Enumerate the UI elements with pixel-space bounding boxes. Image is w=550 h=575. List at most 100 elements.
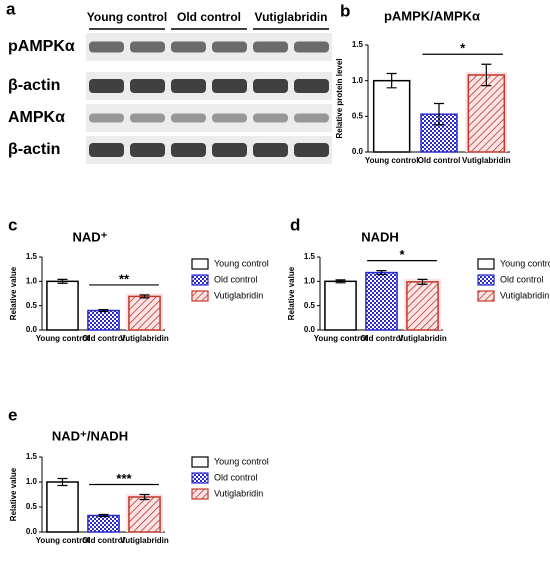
y-tick-label: 0.0 xyxy=(304,325,316,334)
blot-row-label: pAMPKα xyxy=(8,38,75,55)
y-axis-label: Relative value xyxy=(9,467,18,521)
legend-swatch xyxy=(191,274,209,286)
significance-label: *** xyxy=(116,471,132,486)
legend-label: Young control xyxy=(214,258,269,268)
bar xyxy=(324,280,357,331)
y-tick-label: 1.0 xyxy=(26,276,38,285)
panel-letter: c xyxy=(8,215,17,234)
blot-band xyxy=(212,143,247,157)
bar xyxy=(365,271,398,331)
error-bar xyxy=(57,477,68,487)
y-axis-label: Relative value xyxy=(287,266,296,320)
chart-title: NAD⁺ xyxy=(72,229,107,244)
bar xyxy=(128,496,161,533)
x-tick-label: Vutiglabridin xyxy=(120,334,169,343)
legend-swatch xyxy=(191,456,209,468)
y-axis-label: Relative protein level xyxy=(335,58,344,138)
panel-letter: e xyxy=(8,405,17,424)
y-axis-label: Relative value xyxy=(9,266,18,320)
y-tick-label: 0.5 xyxy=(352,111,364,120)
blot-band xyxy=(89,113,124,123)
legend-label: Vutiglabridin xyxy=(500,290,549,300)
y-tick-label: 1.0 xyxy=(304,276,316,285)
bar xyxy=(406,281,439,331)
x-tick-label: Young control xyxy=(36,536,90,545)
y-tick-label: 1.5 xyxy=(26,252,38,261)
legend-label: Old control xyxy=(214,274,258,284)
x-tick-label: Young control xyxy=(36,334,90,343)
legend-label: Vutiglabridin xyxy=(214,290,263,300)
error-bar xyxy=(139,493,150,501)
x-tick-label: Vutiglabridin xyxy=(120,536,169,545)
y-tick-label: 0.5 xyxy=(26,301,38,310)
x-tick-label: Vutiglabridin xyxy=(462,156,511,165)
legend-swatch xyxy=(191,258,209,270)
bar xyxy=(467,74,506,153)
x-tick-label: Old control xyxy=(418,156,461,165)
blot-group-label: Vutiglabridin xyxy=(255,10,328,24)
blot-strip xyxy=(86,33,332,61)
legend-label: Vutiglabridin xyxy=(214,488,263,498)
blot-band xyxy=(212,113,247,123)
error-bar xyxy=(434,102,444,126)
y-tick-label: 1.5 xyxy=(304,252,316,261)
legend-label: Old control xyxy=(214,472,258,482)
error-bar xyxy=(481,63,492,87)
blot-strip xyxy=(86,104,332,132)
bar xyxy=(87,514,120,533)
blot-band xyxy=(171,79,206,93)
blot-band xyxy=(253,113,288,123)
y-tick-label: 0.5 xyxy=(304,301,316,310)
panel-letter: d xyxy=(290,215,300,234)
bar xyxy=(46,481,79,533)
error-bar xyxy=(417,278,428,285)
blot-row-label: β-actin xyxy=(8,141,60,158)
x-tick-label: Young control xyxy=(365,156,419,165)
blot-band xyxy=(171,113,206,123)
error-bar xyxy=(139,294,150,299)
error-bar xyxy=(98,513,109,518)
blot-band xyxy=(89,41,124,53)
blot-row-label: AMPKα xyxy=(8,109,65,126)
x-tick-label: Old control xyxy=(360,334,403,343)
blot-band xyxy=(253,143,288,157)
blot-group-label: Old control xyxy=(177,10,241,24)
legend-swatch xyxy=(191,290,209,302)
y-tick-label: 1.5 xyxy=(26,452,38,461)
significance-label: ** xyxy=(119,271,130,286)
blot-band xyxy=(294,41,329,53)
blot-band xyxy=(171,41,206,53)
blot-strip xyxy=(86,72,332,100)
blot-band xyxy=(89,79,124,93)
legend-label: Old control xyxy=(500,274,544,284)
x-tick-label: Vutiglabridin xyxy=(398,334,447,343)
blot-band xyxy=(212,79,247,93)
blot-group-label: Young control xyxy=(87,10,167,24)
blot-band xyxy=(130,113,165,123)
blot-band xyxy=(171,143,206,157)
y-tick-label: 1.5 xyxy=(352,40,364,49)
blot-band xyxy=(212,41,247,53)
blot-band xyxy=(89,143,124,157)
significance-label: * xyxy=(399,247,405,262)
legend-swatch xyxy=(191,488,209,500)
x-tick-label: Young control xyxy=(314,334,368,343)
legend-swatch xyxy=(191,472,209,484)
y-tick-label: 0.0 xyxy=(352,147,364,156)
y-tick-label: 0.0 xyxy=(26,325,38,334)
bar xyxy=(372,79,411,153)
chart-title: pAMPK/AMPKα xyxy=(384,8,480,23)
error-bar xyxy=(335,279,346,284)
chart-title: NAD⁺/NADH xyxy=(52,428,128,443)
blot-band xyxy=(294,113,329,123)
blot-band xyxy=(253,79,288,93)
error-bar xyxy=(386,72,397,89)
blot-band xyxy=(294,79,329,93)
legend-swatch xyxy=(477,290,495,302)
legend-label: Young control xyxy=(500,258,550,268)
blot-band xyxy=(253,41,288,53)
legend-swatch xyxy=(477,274,495,286)
blot-strip xyxy=(86,136,332,164)
chart-title: NADH xyxy=(361,229,399,244)
